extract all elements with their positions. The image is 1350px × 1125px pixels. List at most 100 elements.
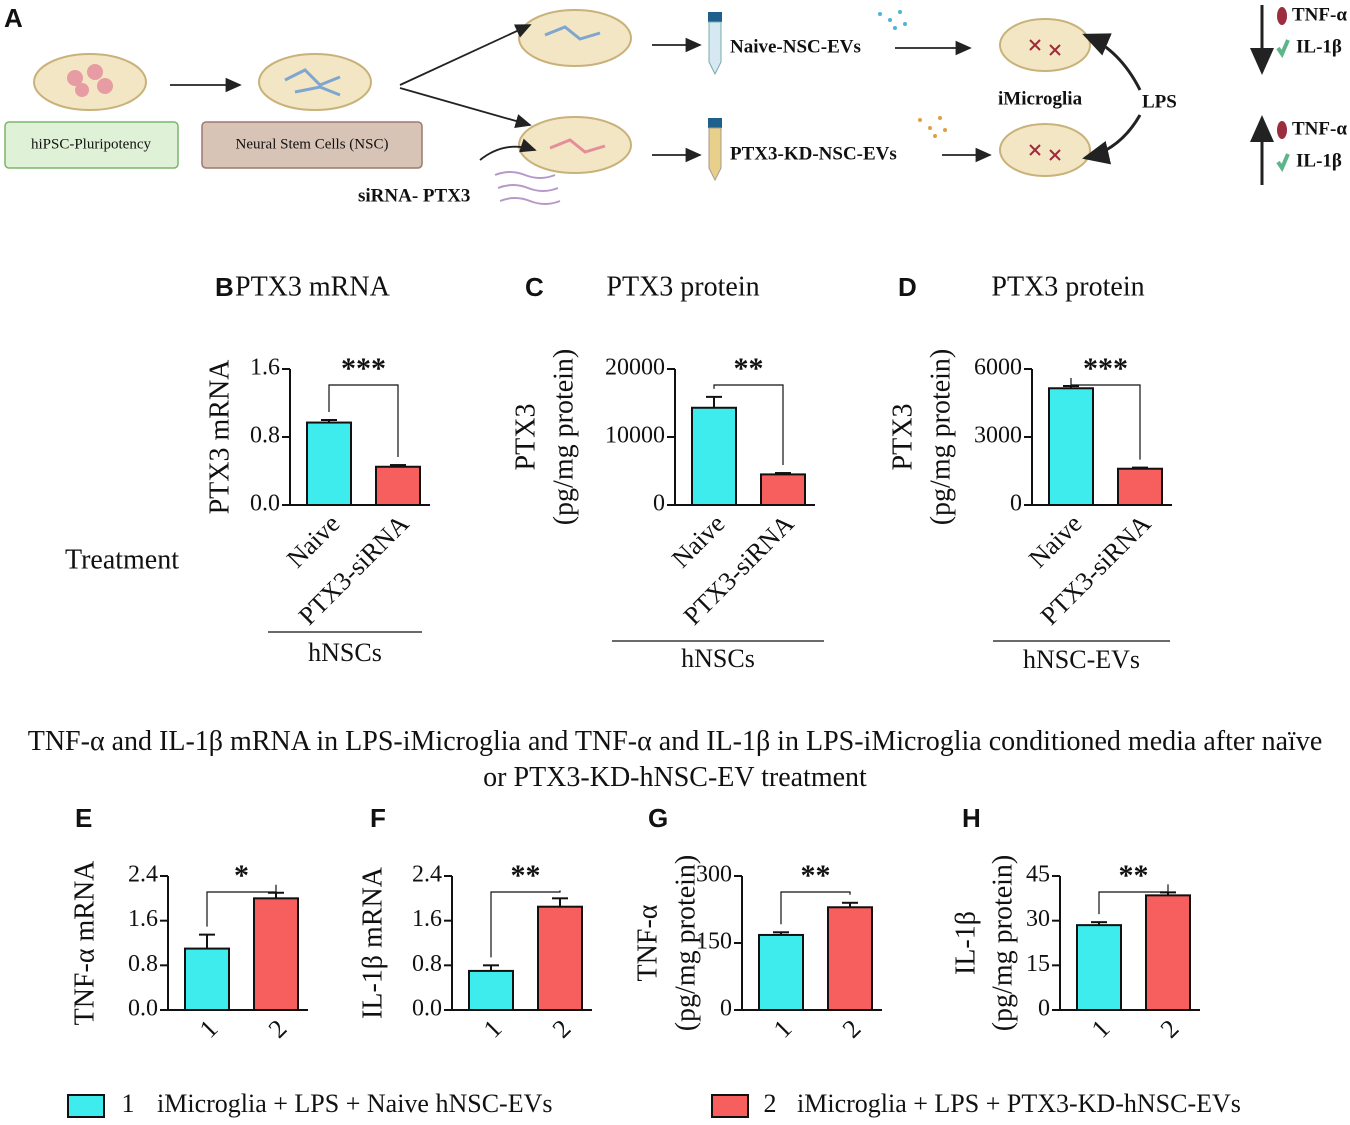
x-tick-label: 2	[837, 1014, 867, 1044]
y-axis-label: TNF-α mRNA	[69, 860, 100, 1026]
bar	[253, 897, 299, 1011]
label: siRNA- PTX3	[358, 185, 470, 206]
y-axis-label: IL-1β mRNA	[357, 866, 388, 1019]
cytokine: IL-1β	[1296, 150, 1342, 171]
bar	[1076, 924, 1122, 1012]
panel-letter: G	[648, 803, 668, 833]
y-tick-label: 0.8	[250, 423, 280, 449]
significance-bracket	[328, 384, 399, 458]
evs	[878, 10, 907, 30]
label: LPS	[1142, 91, 1177, 112]
panel-letter: D	[898, 272, 917, 302]
legend-key: 2	[764, 1089, 777, 1118]
x-tick-label: Naive	[281, 509, 345, 573]
legend-swatch	[67, 1094, 105, 1118]
significance-bracket	[713, 384, 784, 466]
significance: **	[734, 352, 764, 385]
x-tick-label: 2	[547, 1014, 577, 1044]
y-tick-label: 0.8	[412, 951, 442, 977]
panel-letter: H	[962, 803, 981, 833]
chart-title: PTX3 protein	[606, 271, 759, 302]
panel-letter: B	[215, 272, 234, 302]
y-tick-label: 10000	[605, 423, 665, 449]
dishes	[33, 9, 1091, 177]
panel-letter: F	[370, 803, 386, 833]
y-axis-label: PTX3	[510, 404, 541, 471]
significance-bracket	[780, 891, 851, 925]
y-tick-label: 2.4	[412, 862, 442, 888]
tubes	[708, 12, 722, 182]
panel-letter: C	[525, 272, 544, 302]
significance-bracket	[206, 884, 277, 927]
x-tick-label: 1	[1086, 1014, 1116, 1044]
chart-title: PTX3 protein	[991, 271, 1144, 302]
y-tick-label: 0.0	[128, 996, 158, 1022]
y-tick-label: 2.4	[128, 862, 158, 888]
bar	[1048, 387, 1094, 506]
y-tick-label: 150	[696, 929, 732, 955]
significance-bracket	[1070, 378, 1141, 460]
x-tick-label: 2	[1155, 1014, 1185, 1044]
y-axis-label: PTX3 mRNA	[204, 359, 235, 515]
panel-a: A hiPSC-Pluripotency Neural Stem Cells (…	[4, 3, 1347, 206]
y-tick-label: 1.6	[128, 906, 158, 932]
significance-bracket	[1098, 884, 1169, 915]
bar	[306, 421, 352, 506]
bar	[468, 969, 514, 1012]
significance: *	[234, 859, 249, 892]
legend-swatch	[711, 1094, 749, 1118]
arrows	[170, 24, 1142, 165]
y-axis-label: IL-1β	[950, 911, 981, 975]
y-axis-label: (pg/mg protein)	[987, 855, 1018, 1032]
bar	[375, 465, 421, 506]
significance: ***	[341, 352, 386, 385]
cytokine: TNF-α	[1292, 118, 1347, 139]
chart-title: PTX3 mRNA	[235, 271, 391, 302]
y-axis-label: TNF-α	[632, 904, 663, 981]
microglia	[1029, 39, 1061, 161]
bar	[758, 933, 804, 1012]
bar	[184, 947, 230, 1011]
y-axis-label: (pg/mg protein)	[548, 349, 579, 526]
y-tick-label: 45	[1026, 862, 1050, 888]
section-title: TNF-α and IL-1β mRNA in LPS-iMicroglia a…	[27, 726, 1323, 793]
bar	[691, 406, 737, 507]
x-tick-label: 2	[263, 1014, 293, 1044]
cytokine-icons	[1276, 7, 1290, 173]
x-tick-label: Naive	[666, 509, 730, 573]
cells	[67, 64, 113, 97]
y-tick-label: 20000	[605, 355, 665, 381]
label: iMicroglia	[998, 88, 1083, 109]
group-label: hNSC-EVs	[1023, 645, 1140, 674]
y-tick-label: 1.6	[250, 355, 280, 381]
box	[4, 121, 179, 169]
sirna	[494, 171, 561, 205]
y-axis-label: (pg/mg protein)	[925, 349, 956, 526]
evs	[918, 116, 947, 138]
significance-bracket	[490, 890, 561, 958]
y-tick-label: 6000	[974, 355, 1022, 381]
y-axis-label: (pg/mg protein)	[670, 855, 701, 1032]
y-tick-label: 0.0	[412, 996, 442, 1022]
significance: ***	[1083, 352, 1128, 385]
y-axis-label: PTX3	[887, 404, 918, 471]
legend-label: iMicroglia + LPS + Naive hNSC-EVs	[157, 1089, 552, 1118]
panel-letter: E	[75, 803, 92, 833]
y-tick-label: 0	[720, 996, 732, 1022]
legend-label: iMicroglia + LPS + PTX3-KD-hNSC-EVs	[797, 1089, 1241, 1118]
box	[201, 121, 423, 169]
y-tick-label: 30	[1026, 906, 1050, 932]
bar	[827, 906, 873, 1011]
x-tick-label: Naive	[1023, 509, 1087, 573]
x-tick-label: 1	[768, 1014, 798, 1044]
y-tick-label: 0	[1010, 491, 1022, 517]
cytokine: TNF-α	[1292, 4, 1347, 25]
y-tick-label: 1.6	[412, 906, 442, 932]
y-tick-label: 0.8	[128, 951, 158, 977]
label: PTX3-KD-NSC-EVs	[730, 143, 897, 164]
y-tick-label: 3000	[974, 423, 1022, 449]
y-tick-label: 0.0	[250, 491, 280, 517]
label: Naive-NSC-EVs	[730, 36, 861, 57]
nsc-cells	[284, 25, 606, 154]
